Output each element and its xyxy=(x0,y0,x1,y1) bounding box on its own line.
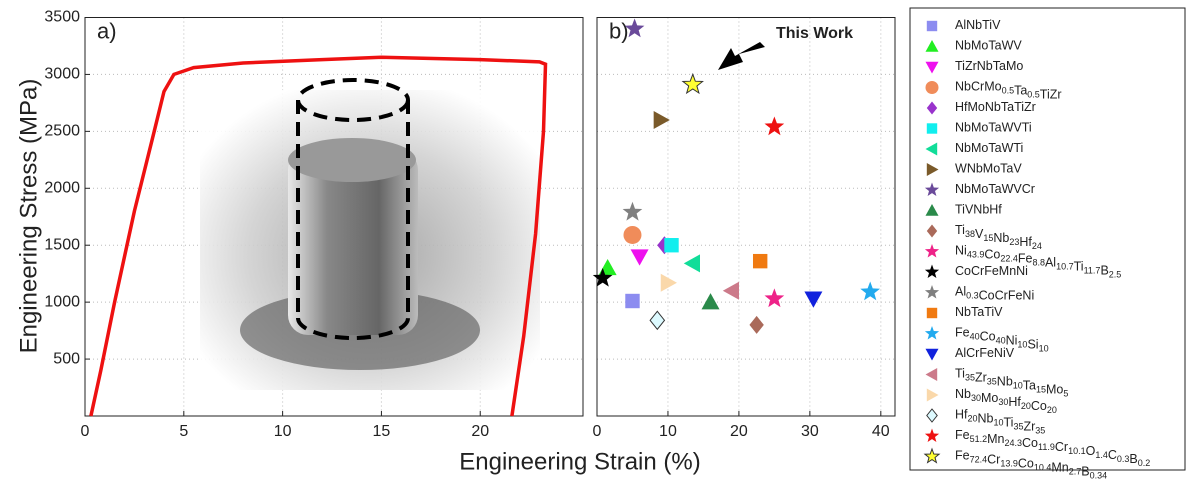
y-tick-label: 500 xyxy=(53,350,80,367)
legend-label: NbMoTaWV xyxy=(955,39,1022,53)
legend-marker xyxy=(925,429,939,443)
x-tick-label: 10 xyxy=(659,423,677,440)
legend-label: NbTaTiV xyxy=(955,305,1003,319)
scatter-point xyxy=(860,282,880,301)
legend-label: Al0.3CoCrFeNi xyxy=(955,285,1034,303)
scatter-point xyxy=(650,311,664,329)
legend-marker xyxy=(926,62,939,74)
scatter-point xyxy=(631,249,649,265)
plot-frame xyxy=(597,18,895,417)
legend-marker xyxy=(926,81,939,94)
scatter-point xyxy=(684,254,700,272)
x-tick-label: 10 xyxy=(274,423,292,440)
scatter-point xyxy=(683,74,703,93)
scatter-point xyxy=(723,282,739,300)
legend-label: HfMoNbTaTiZr xyxy=(955,100,1036,114)
panel-label: a) xyxy=(97,18,117,43)
x-tick-label: 0 xyxy=(593,423,602,440)
legend-label: NbMoTaWTi xyxy=(955,141,1023,155)
scatter-point xyxy=(625,294,639,308)
legend-marker xyxy=(925,265,939,279)
legend-marker xyxy=(925,244,939,258)
callout: This Work xyxy=(776,25,853,42)
sem-image xyxy=(200,90,540,390)
panel-label: b) xyxy=(609,18,629,43)
figure: 0 5 10 15 20 500 1000 1500 2000 2500 3000 3500 a) 0 10… xyxy=(0,0,1192,485)
legend-label: TiZrNbTaMo xyxy=(955,59,1023,73)
panel xyxy=(597,18,895,417)
legend-marker xyxy=(927,163,939,176)
legend-label: TiVNbHf xyxy=(955,203,1002,217)
legend-label: AlNbTiV xyxy=(955,18,1001,32)
legend-marker xyxy=(927,225,937,238)
scatter-point xyxy=(664,238,678,252)
scatter-point xyxy=(749,316,763,334)
legend-marker xyxy=(925,449,939,463)
scatter-point xyxy=(623,202,643,221)
legend-marker xyxy=(925,285,939,299)
y-tick-label: 2500 xyxy=(44,123,80,140)
legend-marker xyxy=(926,143,938,156)
legend-marker xyxy=(926,368,938,381)
legend-label: NbCrMo0.5Ta0.5TiZr xyxy=(955,80,1062,102)
scatter-point xyxy=(661,274,677,292)
scatter-point xyxy=(765,117,785,136)
legend-marker xyxy=(927,389,939,402)
x-tick-label: 40 xyxy=(872,423,890,440)
legend-marker xyxy=(927,102,937,115)
legend-marker xyxy=(926,40,939,52)
legend-label: NbMoTaWVTi xyxy=(955,121,1032,135)
legend-box xyxy=(910,8,1185,470)
legend-marker xyxy=(927,409,937,422)
y-tick-label: 1500 xyxy=(44,236,80,253)
scatter-point xyxy=(623,226,641,244)
scatter-point xyxy=(753,254,767,268)
y-tick-label: 1000 xyxy=(44,293,80,310)
x-tick-label: 20 xyxy=(730,423,748,440)
x-tick-label: 15 xyxy=(373,423,391,440)
y-axis-label: Engineering Stress (MPa) xyxy=(15,79,42,354)
legend-marker xyxy=(926,349,939,361)
scatter-point xyxy=(804,292,822,308)
legend-marker xyxy=(927,21,937,31)
legend-label: WNbMoTaV xyxy=(955,162,1022,176)
legend-marker xyxy=(925,183,939,197)
x-tick-label: 30 xyxy=(801,423,819,440)
scatter-point xyxy=(702,293,720,309)
legend-label: NbMoTaWVCr xyxy=(955,182,1035,196)
callout-arrow xyxy=(718,42,765,70)
y-tick-label: 2000 xyxy=(44,180,80,197)
scatter-point xyxy=(654,111,670,129)
legend-marker xyxy=(925,326,939,340)
legend-label: AlCrFeNiV xyxy=(955,346,1015,360)
legend-label: CoCrFeMnNi xyxy=(955,264,1028,278)
x-tick-label: 20 xyxy=(471,423,489,440)
y-tick-label: 3000 xyxy=(44,66,80,83)
legend-marker xyxy=(927,308,937,318)
y-tick-label: 3500 xyxy=(44,9,80,26)
legend-marker xyxy=(926,204,939,216)
legend-marker xyxy=(927,123,937,133)
x-axis-label: Engineering Strain (%) xyxy=(459,448,700,475)
x-tick-label: 5 xyxy=(179,423,188,440)
x-tick-label: 0 xyxy=(81,423,90,440)
scatter-point xyxy=(765,288,785,307)
